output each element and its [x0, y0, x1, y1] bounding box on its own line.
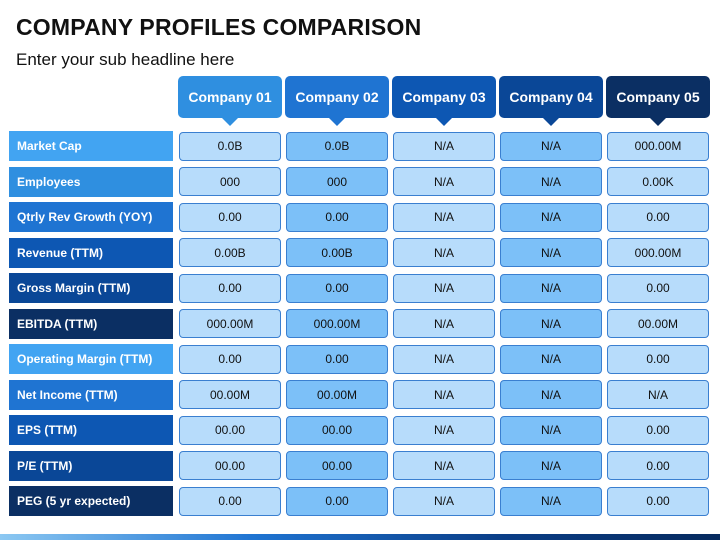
table-cell: N/A — [393, 202, 495, 232]
table-cell: N/A — [393, 486, 495, 516]
table-cell: 000.00M — [607, 131, 709, 161]
company-header-3: Company 03 — [392, 76, 496, 126]
table-cell: 0.00 — [286, 486, 388, 516]
table-cell: N/A — [393, 380, 495, 409]
table-cell: N/A — [500, 380, 602, 409]
table-cell: 0.00 — [179, 202, 281, 232]
table-cell: 0.00 — [286, 344, 388, 374]
pointer-arrow-icon — [328, 117, 346, 126]
table-cell: N/A — [500, 415, 602, 445]
table-cell: 0.00 — [179, 486, 281, 516]
table-cell: 0.00B — [179, 238, 281, 267]
table-cell: 0.00B — [286, 238, 388, 267]
metric-label: EPS (TTM) — [9, 415, 173, 445]
table-cell: N/A — [500, 167, 602, 196]
table-cell: N/A — [500, 273, 602, 303]
table-cell: N/A — [500, 238, 602, 267]
table-cell: N/A — [393, 273, 495, 303]
pointer-arrow-icon — [435, 117, 453, 126]
table-cell: 00.00 — [179, 415, 281, 445]
table-cell: 0.00 — [179, 273, 281, 303]
company-header-5: Company 05 — [606, 76, 710, 126]
company-header-label: Company 03 — [402, 89, 486, 105]
pointer-arrow-icon — [649, 117, 667, 126]
table-cell: 000 — [179, 167, 281, 196]
bottom-accent-bar — [0, 534, 720, 540]
table-cell: N/A — [393, 238, 495, 267]
page-subtitle: Enter your sub headline here — [16, 50, 235, 69]
metric-label: Operating Margin (TTM) — [9, 344, 173, 374]
table-cell: N/A — [500, 451, 602, 480]
company-header-4: Company 04 — [499, 76, 603, 126]
table-cell: N/A — [607, 380, 709, 409]
table-cell: 0.00 — [179, 344, 281, 374]
table-cell: N/A — [500, 486, 602, 516]
table-cell: 0.00 — [607, 415, 709, 445]
table-cell: 00.00M — [286, 380, 388, 409]
metric-label: Gross Margin (TTM) — [9, 273, 173, 303]
table-cell: N/A — [393, 415, 495, 445]
metric-label: EBITDA (TTM) — [9, 308, 173, 339]
table-cell: N/A — [500, 344, 602, 374]
company-header-2: Company 02 — [285, 76, 389, 126]
table-cell: 0.0B — [179, 131, 281, 161]
table-cell: 0.00 — [607, 344, 709, 374]
metric-label: PEG (5 yr expected) — [9, 486, 173, 516]
table-cell: 00.00M — [607, 309, 709, 338]
table-cell: 0.00 — [286, 202, 388, 232]
table-cell: 000.00M — [607, 238, 709, 267]
table-cell: 00.00 — [286, 451, 388, 480]
table-cell: N/A — [393, 131, 495, 161]
pointer-arrow-icon — [542, 117, 560, 126]
company-header-1: Company 01 — [178, 76, 282, 126]
metric-label: Qtrly Rev Growth (YOY) — [9, 202, 173, 232]
table-cell: 0.00 — [607, 202, 709, 232]
table-cell: N/A — [393, 344, 495, 374]
page-title: COMPANY PROFILES COMPARISON — [16, 14, 422, 40]
table-cell: N/A — [500, 131, 602, 161]
table-cell: 0.00 — [286, 273, 388, 303]
metric-label: Market Cap — [9, 131, 173, 161]
table-cell: N/A — [393, 167, 495, 196]
company-header-label: Company 04 — [509, 89, 593, 105]
table-cell: 00.00M — [179, 380, 281, 409]
table-cell: 0.00 — [607, 451, 709, 480]
metric-label: Net Income (TTM) — [9, 379, 173, 410]
table-cell: 0.00 — [607, 273, 709, 303]
company-header-label: Company 01 — [188, 89, 272, 105]
table-cell: N/A — [500, 202, 602, 232]
metric-label: Employees — [9, 166, 173, 197]
table-cell: 0.00K — [607, 167, 709, 196]
company-header-label: Company 02 — [295, 89, 379, 105]
table-cell: N/A — [393, 451, 495, 480]
table-cell: 00.00 — [179, 451, 281, 480]
table-cell: N/A — [393, 309, 495, 338]
table-cell: 000.00M — [286, 309, 388, 338]
table-cell: N/A — [500, 309, 602, 338]
table-cell: 000.00M — [179, 309, 281, 338]
metric-label: Revenue (TTM) — [9, 237, 173, 268]
company-header-label: Company 05 — [616, 89, 700, 105]
metric-label: P/E (TTM) — [9, 450, 173, 481]
pointer-arrow-icon — [221, 117, 239, 126]
table-cell: 0.00 — [607, 486, 709, 516]
table-cell: 000 — [286, 167, 388, 196]
table-cell: 00.00 — [286, 415, 388, 445]
table-cell: 0.0B — [286, 131, 388, 161]
